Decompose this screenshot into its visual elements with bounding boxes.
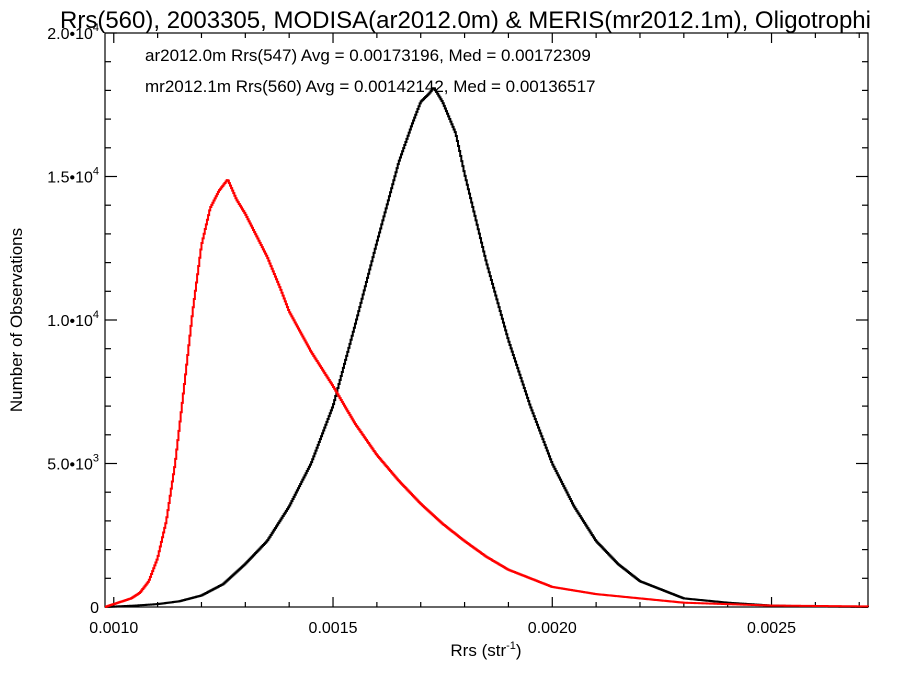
x-tick-label: 0.0020 <box>528 620 577 637</box>
y-tick-label: 1.0•104 <box>47 309 99 330</box>
series-line-mr2012 <box>105 179 869 608</box>
x-axis-label: Rrs (str-1) <box>450 640 521 660</box>
y-tick-label: 1.5•104 <box>47 166 99 187</box>
y-tick-label-sup: 4 <box>93 309 99 321</box>
y-tick-label-main: 0 <box>90 600 99 617</box>
y-tick-label-main: 2.0•10 <box>47 26 93 43</box>
series-line-ar2012 <box>105 87 869 608</box>
legend-entry-mr2012: mr2012.1m Rrs(560) Avg = 0.00142142, Med… <box>145 77 596 96</box>
y-tick-label-sup: 4 <box>93 22 99 34</box>
plot-frame <box>104 32 869 608</box>
y-tick-label: 2.0•104 <box>47 22 99 43</box>
series-layer <box>105 87 869 608</box>
y-axis-label: Number of Observations <box>7 228 26 412</box>
y-tick-label-main: 5.0•10 <box>47 457 93 474</box>
x-tick-label: 0.0025 <box>747 620 796 637</box>
axis-ticks <box>105 32 868 608</box>
y-tick-label: 0 <box>90 600 99 617</box>
y-tick-label-sup: 3 <box>93 453 99 465</box>
x-tick-label: 0.0015 <box>309 620 358 637</box>
x-axis-label-sup: -1 <box>506 640 516 652</box>
y-tick-label: 5.0•103 <box>47 453 99 474</box>
legend-entry-ar2012: ar2012.0m Rrs(547) Avg = 0.00173196, Med… <box>145 46 591 65</box>
chart-title: Rrs(560), 2003305, MODISA(ar2012.0m) & M… <box>60 7 871 34</box>
y-tick-label-main: 1.5•10 <box>47 170 93 187</box>
x-axis-label-main: Rrs (str <box>450 641 506 660</box>
x-axis-label-end: ) <box>516 641 522 660</box>
y-tick-label-sup: 4 <box>93 166 99 178</box>
x-tick-label: 0.0010 <box>89 620 138 637</box>
y-tick-label-main: 1.0•10 <box>47 313 93 330</box>
axis-tick-labels: 0.0010 0.0015 0.0020 0.002505.0•1031.0•1041… <box>47 22 796 637</box>
